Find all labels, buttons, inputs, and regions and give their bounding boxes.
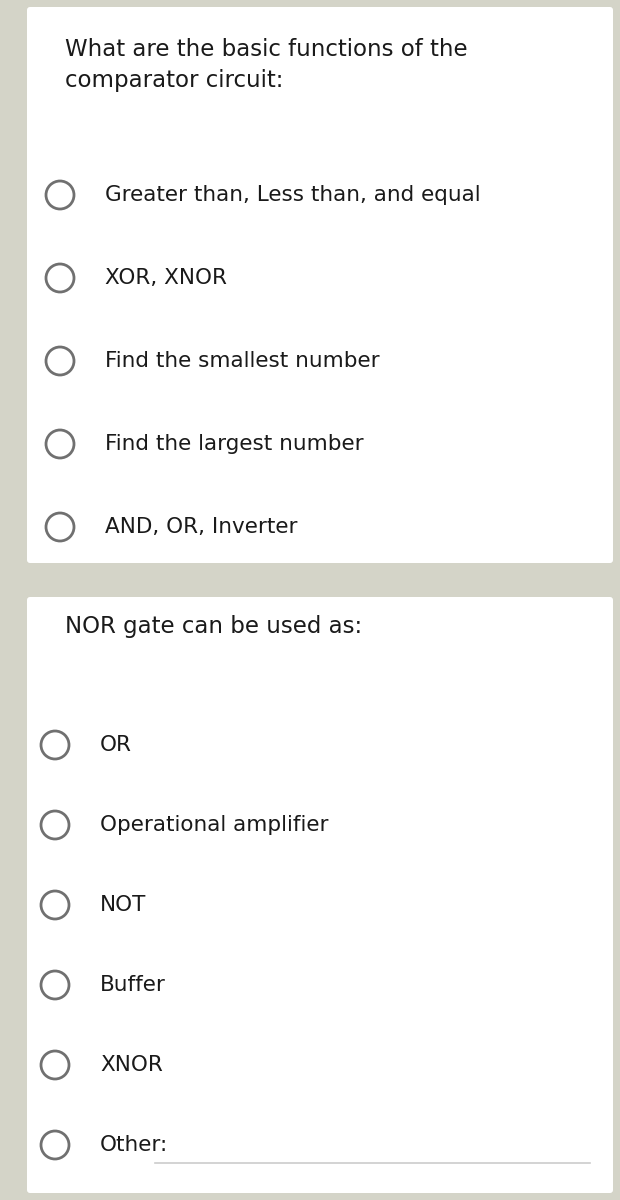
Text: Buffer: Buffer bbox=[100, 974, 166, 995]
Text: XNOR: XNOR bbox=[100, 1055, 163, 1075]
Text: XOR, XNOR: XOR, XNOR bbox=[105, 268, 227, 288]
Text: NOR gate can be used as:: NOR gate can be used as: bbox=[65, 614, 362, 638]
Text: AND, OR, Inverter: AND, OR, Inverter bbox=[105, 517, 298, 538]
Text: Find the largest number: Find the largest number bbox=[105, 434, 363, 454]
Text: NOT: NOT bbox=[100, 895, 146, 914]
Text: OR: OR bbox=[100, 734, 132, 755]
Text: What are the basic functions of the
comparator circuit:: What are the basic functions of the comp… bbox=[65, 38, 467, 92]
Text: Other:: Other: bbox=[100, 1135, 168, 1154]
Text: Find the smallest number: Find the smallest number bbox=[105, 350, 379, 371]
FancyBboxPatch shape bbox=[27, 596, 613, 1193]
Text: Greater than, Less than, and equal: Greater than, Less than, and equal bbox=[105, 185, 480, 205]
FancyBboxPatch shape bbox=[27, 7, 613, 563]
Text: Operational amplifier: Operational amplifier bbox=[100, 815, 329, 835]
